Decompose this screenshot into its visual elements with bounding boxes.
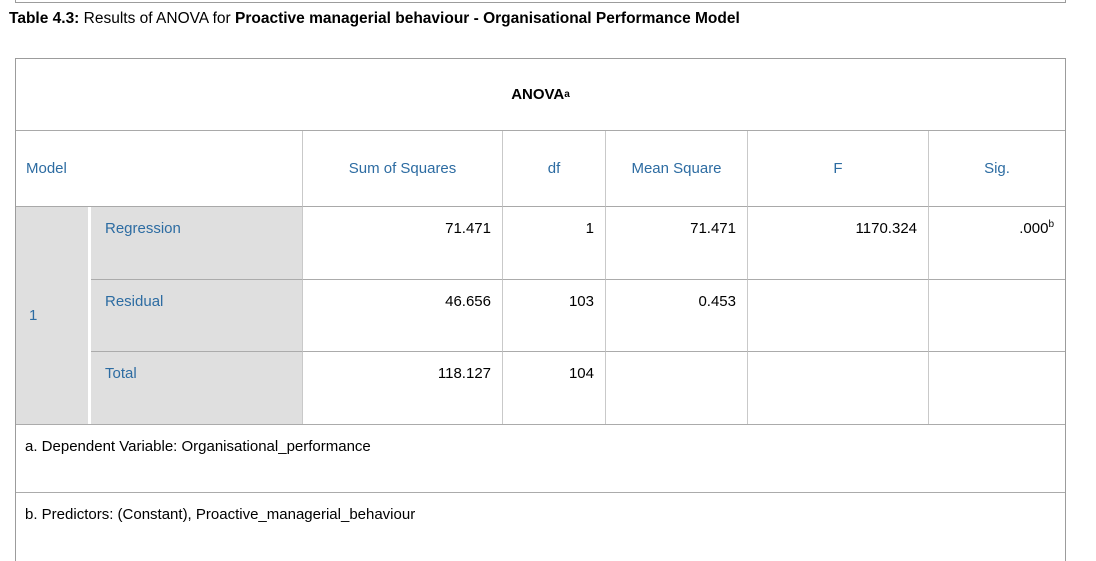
regression-sig-superscript: b: [1048, 219, 1054, 230]
previous-table-border-remnant: [15, 0, 1066, 3]
footnote-predictors: b. Predictors: (Constant), Proactive_man…: [16, 492, 1065, 561]
column-header-model: Model: [16, 131, 302, 207]
regression-f: 1170.324: [747, 207, 928, 280]
column-header-mean-square: Mean Square: [605, 131, 747, 207]
anova-table: ANOVA a Model Sum of Squares df Mean Squa…: [15, 58, 1066, 561]
model-number-cell: 1: [16, 207, 91, 424]
residual-f: [747, 280, 928, 352]
column-header-sig: Sig.: [928, 131, 1065, 207]
anova-title-text: ANOVA: [511, 86, 565, 103]
residual-sig: [928, 280, 1065, 352]
total-f: [747, 352, 928, 424]
total-sum-of-squares: 118.127: [302, 352, 502, 424]
footnote-dependent-variable: a. Dependent Variable: Organisational_pe…: [16, 424, 1065, 492]
column-header-sum-of-squares: Sum of Squares: [302, 131, 502, 207]
regression-mean-square: 71.471: [605, 207, 747, 280]
regression-sum-of-squares: 71.471: [302, 207, 502, 280]
row-label-residual: Residual: [91, 280, 302, 352]
total-sig: [928, 352, 1065, 424]
regression-sig-value: .000: [1019, 220, 1049, 237]
residual-df: 103: [502, 280, 605, 352]
column-header-f: F: [747, 131, 928, 207]
row-label-total: Total: [91, 352, 302, 424]
table-caption-line: Table 4.3: Results of ANOVA for Proactiv…: [9, 9, 740, 29]
regression-sig: .000b: [928, 207, 1065, 280]
regression-df: 1: [502, 207, 605, 280]
total-df: 104: [502, 352, 605, 424]
table-caption-model-name: Proactive managerial behaviour - Organis…: [235, 10, 740, 27]
table-caption-middle: Results of ANOVA for: [79, 10, 235, 27]
row-label-regression: Regression: [91, 207, 302, 280]
residual-sum-of-squares: 46.656: [302, 280, 502, 352]
residual-mean-square: 0.453: [605, 280, 747, 352]
anova-table-title: ANOVA a: [16, 59, 1065, 131]
column-header-df: df: [502, 131, 605, 207]
table-number-label: Table 4.3:: [9, 10, 80, 27]
total-mean-square: [605, 352, 747, 424]
